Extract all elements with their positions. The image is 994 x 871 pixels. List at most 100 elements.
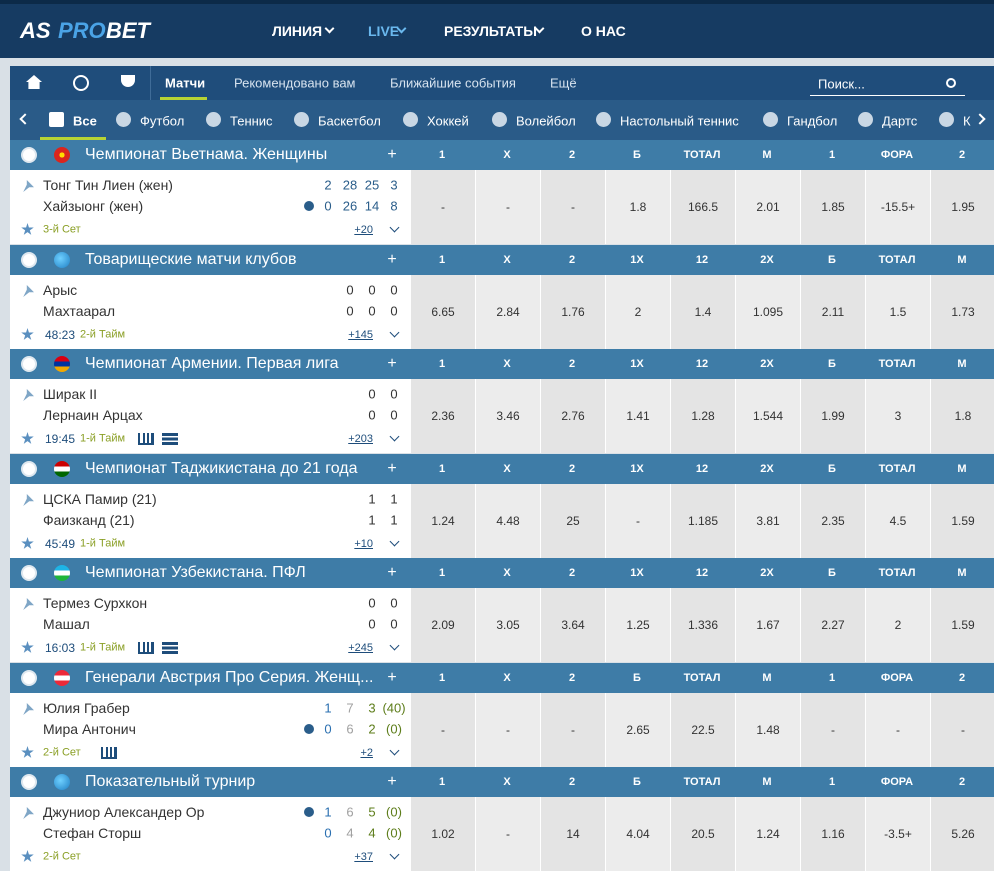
odds-value[interactable]: 3.81 <box>756 514 780 528</box>
odds-value[interactable]: 2.09 <box>431 618 455 632</box>
odds-cell[interactable] <box>605 484 670 558</box>
odds-cell[interactable] <box>410 170 475 244</box>
odds-value[interactable]: 1.095 <box>752 305 784 319</box>
sport-tab[interactable]: Хоккей <box>427 113 469 129</box>
odds-cell[interactable] <box>605 588 670 662</box>
league-toggle[interactable]: + <box>387 669 397 686</box>
odds-cell[interactable] <box>410 484 475 558</box>
odds-cell[interactable] <box>475 379 540 453</box>
odds-cell[interactable] <box>540 588 605 662</box>
odds-cell[interactable] <box>540 693 605 767</box>
league-toggle[interactable]: + <box>387 355 397 372</box>
trophy-icon[interactable] <box>121 75 135 87</box>
team-name[interactable]: Джуниор Александер Ор <box>43 804 205 820</box>
sport-tab[interactable]: Все <box>73 113 97 129</box>
odds-value[interactable]: 3 <box>894 409 902 423</box>
odds-value[interactable]: 1.5 <box>889 305 907 319</box>
odds-value[interactable]: 1.67 <box>756 618 780 632</box>
odds-value[interactable]: 5.26 <box>951 827 975 841</box>
odds-value[interactable]: 14 <box>566 827 580 841</box>
nav-link[interactable]: РЕЗУЛЬТАТЫ <box>444 23 537 39</box>
odds-value[interactable]: 166.5 <box>687 200 719 214</box>
odds-cell[interactable] <box>475 275 540 349</box>
nav-link[interactable]: LIVE <box>368 23 400 39</box>
odds-value[interactable]: 1.76 <box>561 305 585 319</box>
star-icon[interactable] <box>21 328 34 340</box>
odds-cell[interactable] <box>930 484 994 558</box>
odds-value[interactable]: 1.41 <box>626 409 650 423</box>
odds-value[interactable]: 1.24 <box>756 827 780 841</box>
more-markets[interactable]: +20 <box>354 224 373 236</box>
odds-value[interactable]: 1.02 <box>431 827 455 841</box>
odds-value[interactable]: 20.5 <box>691 827 715 841</box>
odds-cell[interactable] <box>670 484 735 558</box>
odds-cell[interactable] <box>735 484 800 558</box>
odds-value[interactable]: 2.65 <box>626 723 650 737</box>
odds-value[interactable]: - <box>896 723 900 737</box>
odds-cell[interactable] <box>670 379 735 453</box>
stats-icon[interactable] <box>138 433 154 445</box>
league-toggle[interactable]: + <box>387 564 397 581</box>
odds-cell[interactable] <box>865 797 930 871</box>
odds-cell[interactable] <box>930 693 994 767</box>
odds-value[interactable]: - <box>831 723 835 737</box>
team-name[interactable]: Махтаарал <box>43 303 116 319</box>
odds-value[interactable]: - <box>506 200 510 214</box>
odds-value[interactable]: 2 <box>894 618 902 632</box>
odds-cell[interactable] <box>670 797 735 871</box>
team-name[interactable]: Лернаин Арцах <box>43 407 143 423</box>
odds-cell[interactable] <box>540 275 605 349</box>
odds-cell[interactable] <box>410 693 475 767</box>
odds-cell[interactable] <box>605 275 670 349</box>
star-icon[interactable] <box>21 746 34 758</box>
ball-icon[interactable] <box>73 75 89 91</box>
league-toggle[interactable]: + <box>387 251 397 268</box>
sport-tab[interactable]: Настольный теннис <box>620 113 739 129</box>
star-icon[interactable] <box>21 641 34 653</box>
odds-cell[interactable] <box>605 693 670 767</box>
odds-value[interactable]: 1.73 <box>951 305 975 319</box>
odds-cell[interactable] <box>475 588 540 662</box>
odds-value[interactable]: 1.4 <box>694 305 712 319</box>
odds-cell[interactable] <box>865 275 930 349</box>
odds-value[interactable]: 1.185 <box>687 514 719 528</box>
more-markets[interactable]: +2 <box>360 747 373 759</box>
more-markets[interactable]: +203 <box>348 433 373 445</box>
odds-value[interactable]: 6.65 <box>431 305 455 319</box>
team-name[interactable]: Арыс <box>43 282 78 298</box>
odds-value[interactable]: 1.25 <box>626 618 650 632</box>
league-name[interactable]: Товарищеские матчи клубов <box>85 251 297 268</box>
sport-tab[interactable]: Теннис <box>230 113 273 129</box>
odds-cell[interactable] <box>865 693 930 767</box>
odds-value[interactable]: 3.05 <box>496 618 520 632</box>
odds-cell[interactable] <box>865 379 930 453</box>
odds-value[interactable]: 1.28 <box>691 409 715 423</box>
star-icon[interactable] <box>21 223 34 235</box>
odds-value[interactable]: 2.35 <box>821 514 845 528</box>
league-name[interactable]: Чемпионат Вьетнама. Женщины <box>85 146 328 163</box>
odds-value[interactable]: 22.5 <box>691 723 715 737</box>
more-markets[interactable]: +245 <box>348 642 373 654</box>
more-markets[interactable]: +145 <box>348 329 373 341</box>
odds-cell[interactable] <box>670 170 735 244</box>
odds-value[interactable]: - <box>636 514 640 528</box>
odds-value[interactable]: 2.84 <box>496 305 520 319</box>
odds-value[interactable]: 4.48 <box>496 514 520 528</box>
odds-cell[interactable] <box>865 170 930 244</box>
odds-cell[interactable] <box>540 797 605 871</box>
odds-cell[interactable] <box>930 797 994 871</box>
odds-value[interactable]: 1.16 <box>821 827 845 841</box>
odds-value[interactable]: 1.8 <box>629 200 647 214</box>
odds-value[interactable]: 1.24 <box>431 514 455 528</box>
team-name[interactable]: Фаизканд (21) <box>43 512 135 528</box>
odds-cell[interactable] <box>800 588 865 662</box>
odds-cell[interactable] <box>930 275 994 349</box>
odds-cell[interactable] <box>410 379 475 453</box>
team-name[interactable]: Хайзыонг (жен) <box>43 198 144 214</box>
league-name[interactable]: Чемпионат Таджикистана до 21 года <box>85 460 358 477</box>
odds-cell[interactable] <box>735 797 800 871</box>
odds-cell[interactable] <box>800 484 865 558</box>
odds-cell[interactable] <box>800 275 865 349</box>
odds-value[interactable]: 1.8 <box>954 409 972 423</box>
odds-cell[interactable] <box>605 379 670 453</box>
